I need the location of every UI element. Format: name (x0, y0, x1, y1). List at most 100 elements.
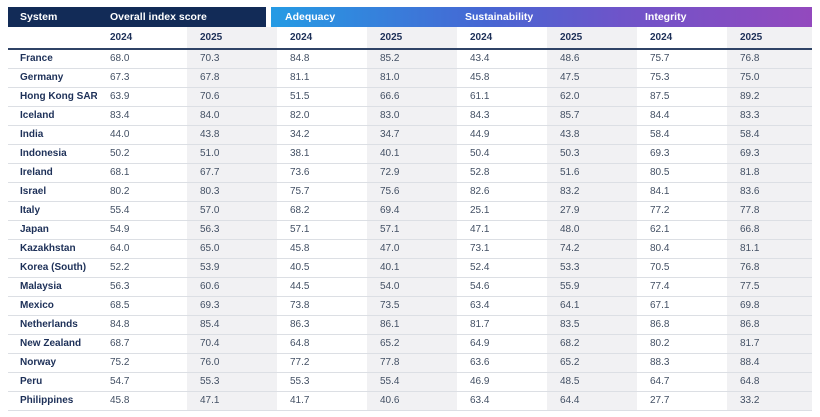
score-cell: 69.3 (727, 145, 812, 163)
column-header-overall-score: Overall index score (110, 11, 207, 23)
score-cell: 52.8 (470, 167, 490, 178)
score-cell: 64.4 (547, 392, 637, 410)
score-cell: 47.0 (367, 240, 457, 258)
score-cell: 69.3 (650, 148, 670, 159)
score-cell: 75.7 (650, 53, 670, 64)
system-name: Ireland (20, 167, 53, 178)
system-name: Kazakhstan (20, 243, 76, 254)
score-cell: 88.4 (727, 354, 812, 372)
score-cell: 69.8 (727, 297, 812, 315)
score-cell: 48.0 (547, 221, 637, 239)
score-cell: 65.0 (187, 240, 277, 258)
score-cell: 84.1 (650, 186, 670, 197)
score-cell: 55.4 (367, 373, 457, 391)
score-cell: 33.2 (727, 392, 812, 410)
score-cell: 76.0 (187, 354, 277, 372)
score-cell: 77.2 (650, 205, 670, 216)
score-cell: 81.1 (290, 72, 310, 83)
score-cell: 54.7 (110, 376, 130, 387)
table-row: Norway 75.2 76.0 77.2 77.8 63.6 65.2 88.3 88.4 (8, 354, 812, 373)
score-cell: 25.1 (470, 205, 490, 216)
year-header-2024: 2024 (650, 32, 673, 43)
score-cell: 63.9 (110, 91, 130, 102)
table-row: Italy 55.4 57.0 68.2 69.4 25.1 27.9 77.2 77.8 (8, 202, 812, 221)
system-name: France (20, 53, 53, 64)
score-cell: 84.0 (187, 107, 277, 125)
system-name: Malaysia (20, 281, 62, 292)
score-cell: 84.3 (470, 110, 490, 121)
score-cell: 45.8 (470, 72, 490, 83)
score-cell: 80.5 (650, 167, 670, 178)
score-cell: 68.5 (110, 300, 130, 311)
score-cell: 55.4 (110, 205, 130, 216)
score-cell: 66.6 (367, 88, 457, 106)
score-cell: 80.2 (110, 186, 130, 197)
score-cell: 86.8 (650, 319, 670, 330)
system-name: Italy (20, 205, 41, 216)
score-cell: 80.4 (650, 243, 670, 254)
score-cell: 83.5 (547, 316, 637, 334)
score-cell: 46.9 (470, 376, 490, 387)
score-cell: 83.4 (110, 110, 130, 121)
score-cell: 83.0 (367, 107, 457, 125)
score-cell: 81.8 (727, 164, 812, 182)
score-cell: 77.8 (367, 354, 457, 372)
score-cell: 67.3 (110, 72, 130, 83)
score-cell: 70.6 (187, 88, 277, 106)
score-cell: 43.8 (187, 126, 277, 144)
score-cell: 45.8 (110, 395, 130, 406)
table-row: Netherlands 84.8 85.4 86.3 86.1 81.7 83.5 86.8 8… (8, 316, 812, 335)
score-cell: 77.5 (727, 278, 812, 296)
system-name: Peru (20, 376, 43, 387)
year-header-2025: 2025 (187, 27, 277, 48)
score-cell: 84.8 (290, 53, 310, 64)
score-cell: 86.3 (290, 319, 310, 330)
score-cell: 54.6 (470, 281, 490, 292)
score-cell: 44.9 (470, 129, 490, 140)
table-row: Mexico 68.5 69.3 73.8 73.5 63.4 64.1 67.1 69.8 (8, 297, 812, 316)
table-row: New Zealand 68.7 70.4 64.8 65.2 64.9 68.2 80.2 8… (8, 335, 812, 354)
score-cell: 85.7 (547, 107, 637, 125)
score-cell: 65.2 (547, 354, 637, 372)
year-header-spacer (8, 27, 97, 48)
table-row: Philippines 45.8 47.1 41.7 40.6 63.4 64.4 27.7 3… (8, 392, 812, 411)
score-cell: 68.0 (110, 53, 130, 64)
score-cell: 48.5 (547, 373, 637, 391)
table-row: Iceland 83.4 84.0 82.0 83.0 84.3 85.7 84.4 83.3 (8, 107, 812, 126)
score-cell: 73.1 (470, 243, 490, 254)
score-cell: 64.7 (650, 376, 670, 387)
score-cell: 84.8 (110, 319, 130, 330)
score-cell: 51.0 (187, 145, 277, 163)
table-body: France 68.0 70.3 84.8 85.2 43.4 48.6 75.7 76.8 Ge… (8, 50, 812, 411)
column-header-sustainability: Sustainability (465, 11, 534, 23)
score-cell: 51.6 (547, 164, 637, 182)
score-cell: 62.0 (547, 88, 637, 106)
score-cell: 68.7 (110, 338, 130, 349)
system-name: Netherlands (20, 319, 78, 330)
score-cell: 80.3 (187, 183, 277, 201)
system-name: Korea (South) (20, 262, 87, 273)
score-cell: 40.6 (367, 392, 457, 410)
score-cell: 58.4 (650, 129, 670, 140)
score-cell: 63.4 (470, 395, 490, 406)
score-cell: 85.4 (187, 316, 277, 334)
score-cell: 34.2 (290, 129, 310, 140)
score-cell: 63.6 (470, 357, 490, 368)
score-cell: 43.4 (470, 53, 490, 64)
score-cell: 60.6 (187, 278, 277, 296)
score-cell: 81.1 (727, 240, 812, 258)
score-cell: 44.0 (110, 129, 130, 140)
system-name: Philippines (20, 395, 74, 406)
score-cell: 83.6 (727, 183, 812, 201)
system-name: Hong Kong SAR (20, 91, 97, 102)
score-cell: 51.5 (290, 91, 310, 102)
table-row: Indonesia 50.2 51.0 38.1 40.1 50.4 50.3 69.3 69.… (8, 145, 812, 164)
score-cell: 50.4 (470, 148, 490, 159)
table-row: Hong Kong SAR 63.9 70.6 51.5 66.6 61.1 62.0 87.… (8, 88, 812, 107)
system-name: Israel (20, 186, 47, 197)
score-cell: 44.5 (290, 281, 310, 292)
score-cell: 45.8 (290, 243, 310, 254)
year-header-2024: 2024 (290, 32, 313, 43)
score-cell: 40.1 (367, 145, 457, 163)
